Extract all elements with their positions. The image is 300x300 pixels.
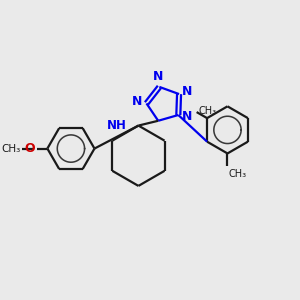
Text: CH₃: CH₃ <box>2 144 21 154</box>
Text: NH: NH <box>106 119 126 132</box>
Text: N: N <box>132 95 142 109</box>
Text: N: N <box>153 70 163 83</box>
Text: N: N <box>182 110 192 123</box>
Text: CH₃: CH₃ <box>229 169 247 179</box>
Text: N: N <box>182 85 192 98</box>
Text: O: O <box>25 142 35 155</box>
Text: CH₃: CH₃ <box>199 106 217 116</box>
